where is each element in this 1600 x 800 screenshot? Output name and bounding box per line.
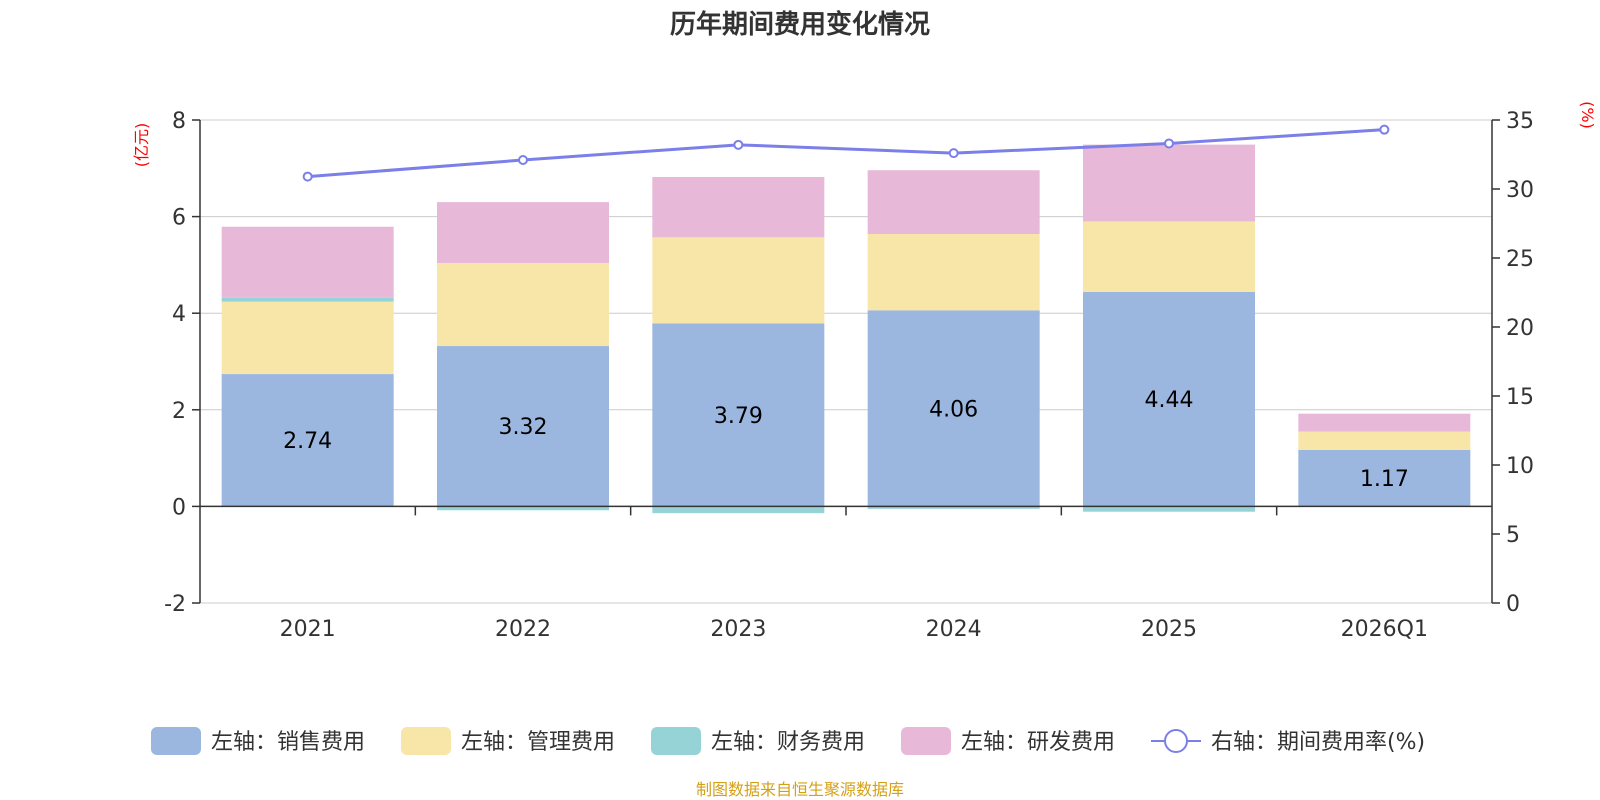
- rate-point: [302, 171, 313, 182]
- bar-value-label: 4.06: [929, 397, 978, 422]
- legend-swatch: [651, 727, 701, 755]
- legend-swatch: [901, 727, 951, 755]
- left-tick-label: 0: [172, 495, 186, 520]
- legend-label: 右轴：期间费用率(%): [1211, 730, 1425, 755]
- category-label: 2022: [495, 617, 551, 642]
- bar-segment: [1298, 449, 1471, 507]
- rate-point: [1164, 138, 1174, 149]
- right-tick-label: 35: [1506, 109, 1534, 134]
- bar-segment: [221, 374, 394, 507]
- bar-segment: [1083, 221, 1255, 292]
- bar-segment: [867, 170, 1040, 234]
- source-note: 制图数据来自恒生聚源数据库: [696, 780, 904, 799]
- bar-segment: [221, 297, 394, 302]
- bar-value-label: 3.79: [714, 404, 763, 429]
- right-tick-label: 25: [1506, 247, 1534, 272]
- bar-segment: [1298, 431, 1471, 450]
- bar-segment: [437, 202, 609, 263]
- rate-polyline: [307, 128, 1385, 179]
- left-tick-label: 2: [172, 399, 186, 424]
- bar-segment: [652, 323, 825, 507]
- bar-value-label: 4.44: [1145, 388, 1194, 413]
- right-tick-label: 15: [1506, 385, 1534, 410]
- bar-segment: [221, 301, 394, 375]
- bar-segment: [1083, 144, 1255, 222]
- bar-segment: [652, 506, 825, 514]
- legend-label: 左轴：研发费用: [961, 730, 1115, 755]
- bar-labels: 2021 2022 2023 2024 2025 2026Q1 2.74 3.32 3.79 4.…: [280, 388, 1428, 642]
- right-tick-label: 0: [1506, 592, 1520, 617]
- legend-marker: [1164, 729, 1188, 753]
- category-label: 2025: [1141, 617, 1197, 642]
- bar-value-label: 3.32: [499, 415, 548, 440]
- bar-segment: [1298, 413, 1471, 432]
- category-label: 2023: [710, 617, 766, 642]
- bar-segment: [221, 226, 394, 298]
- right-axis-unit: (%): [1578, 101, 1597, 129]
- bar-segment: [437, 346, 609, 507]
- legend-label: 左轴：销售费用: [211, 730, 365, 755]
- bar-value-label: 1.17: [1360, 467, 1409, 492]
- right-tick-label: 30: [1506, 178, 1534, 203]
- legend-swatch: [401, 727, 451, 755]
- legend-label: 左轴：管理费用: [461, 730, 615, 755]
- bar-segment: [652, 237, 825, 324]
- bar-segment: [1083, 506, 1255, 512]
- bar-value-label: 2.74: [283, 429, 332, 454]
- bar-segment: [1083, 291, 1255, 507]
- axes: -2 0 2 4 6 8 0 5 10 15 20 25 30 35: [164, 109, 1534, 617]
- right-tick-label: 5: [1506, 523, 1520, 548]
- legend: 左轴：销售费用 左轴：管理费用 左轴：财务费用 左轴：研发费用 右轴：期间费用率(%): [151, 727, 1425, 755]
- right-tick-label: 20: [1506, 316, 1534, 341]
- rate-line: [302, 124, 1390, 182]
- category-label: 2024: [926, 617, 982, 642]
- left-tick-label: 8: [172, 109, 186, 134]
- chart-title: 历年期间费用变化情况: [670, 9, 930, 40]
- legend-label: 左轴：财务费用: [711, 730, 865, 755]
- category-label: 2026Q1: [1341, 617, 1428, 642]
- grid: [200, 119, 1492, 604]
- bar-segment: [652, 176, 825, 238]
- legend-swatch: [151, 727, 201, 755]
- rate-point: [733, 139, 744, 150]
- rate-point: [1379, 124, 1390, 135]
- left-axis-unit: (亿元): [132, 123, 151, 168]
- left-tick-label: 6: [172, 206, 186, 231]
- rate-point: [518, 155, 528, 166]
- category-label: 2021: [280, 617, 336, 642]
- bars: [221, 144, 1471, 514]
- bar-segment: [867, 310, 1040, 507]
- bar-segment: [867, 506, 1040, 509]
- rate-point: [948, 148, 959, 159]
- right-tick-label: 10: [1506, 454, 1534, 479]
- bar-segment: [867, 233, 1040, 311]
- bar-segment: [437, 506, 609, 511]
- bar-segment: [437, 262, 609, 347]
- left-tick-label: -2: [164, 592, 186, 617]
- left-tick-label: 4: [172, 302, 186, 327]
